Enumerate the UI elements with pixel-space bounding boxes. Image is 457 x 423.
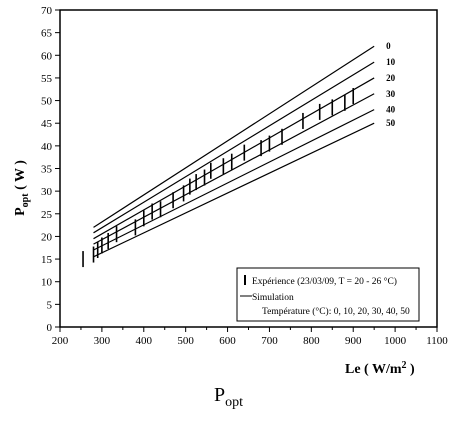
series-label-40: 40 (386, 105, 396, 115)
series-line-0 (93, 45, 375, 228)
x-tick-label-1100: 1100 (426, 335, 448, 347)
simulation-lines: 0 10 20 30 40 50 (93, 41, 396, 258)
series-line-10 (93, 61, 375, 234)
y-tick-label-20: 20 (41, 231, 53, 243)
caption-sub: opt (225, 395, 243, 410)
figure-caption: Popt (0, 384, 457, 411)
y-tick-label-70: 70 (41, 5, 53, 17)
series-line-50 (93, 122, 375, 258)
x-tick-label-700: 700 (261, 335, 278, 347)
caption-main: P (213, 384, 226, 406)
x-axis-title: Le ( W/m2 ) (345, 360, 415, 377)
series-label-10: 10 (386, 57, 396, 67)
series-line-40 (93, 109, 375, 251)
x-tick-label-900: 900 (345, 335, 362, 347)
y-tick-label-55: 55 (41, 73, 53, 85)
legend: Expérience (23/03/09, T = 20 - 26 °C) Si… (236, 267, 420, 322)
y-tick-label-40: 40 (41, 141, 53, 153)
x-tick-label-1000: 1000 (384, 335, 407, 347)
chart: 200 300 400 500 600 700 800 900 1000 110005101520… (13, 5, 448, 377)
y-tick-label-25: 25 (41, 209, 53, 221)
legend-simulation: Simulation (252, 293, 294, 303)
legend-experience: Expérience (23/03/09, T = 20 - 26 °C) (252, 276, 397, 287)
y-tick-label-15: 15 (41, 254, 53, 266)
series-label-30: 30 (386, 89, 396, 99)
y-tick-label-30: 30 (41, 186, 53, 198)
axes: 200 300 400 500 600 700 800 900 1000 110005101520… (41, 5, 448, 347)
series-line-30 (93, 93, 375, 245)
y-tick-label-65: 65 (41, 28, 53, 40)
series-line-20 (93, 77, 375, 240)
x-tick-label-500: 500 (177, 335, 194, 347)
series-label-0: 0 (386, 41, 391, 51)
y-tick-label-45: 45 (41, 118, 53, 130)
y-tick-label-50: 50 (41, 96, 53, 108)
x-tick-label-200: 200 (52, 335, 69, 347)
experiment-points (82, 88, 355, 268)
y-tick-label-35: 35 (41, 164, 53, 176)
x-tick-label-800: 800 (303, 335, 320, 347)
x-tick-label-600: 600 (219, 335, 236, 347)
y-axis-title: Popt ( W ) (13, 160, 31, 216)
x-tick-label-400: 400 (136, 335, 153, 347)
x-tick-label-300: 300 (94, 335, 111, 347)
legend-temperature: Température (°C): 0, 10, 20, 30, 40, 50 (262, 306, 410, 317)
y-tick-label-0: 0 (47, 322, 53, 334)
series-label-50: 50 (386, 118, 396, 128)
y-tick-label-10: 10 (41, 277, 53, 289)
series-label-20: 20 (386, 73, 396, 83)
legend-box (236, 267, 420, 322)
y-tick-label-5: 5 (47, 299, 53, 311)
y-tick-label-60: 60 (41, 50, 53, 62)
